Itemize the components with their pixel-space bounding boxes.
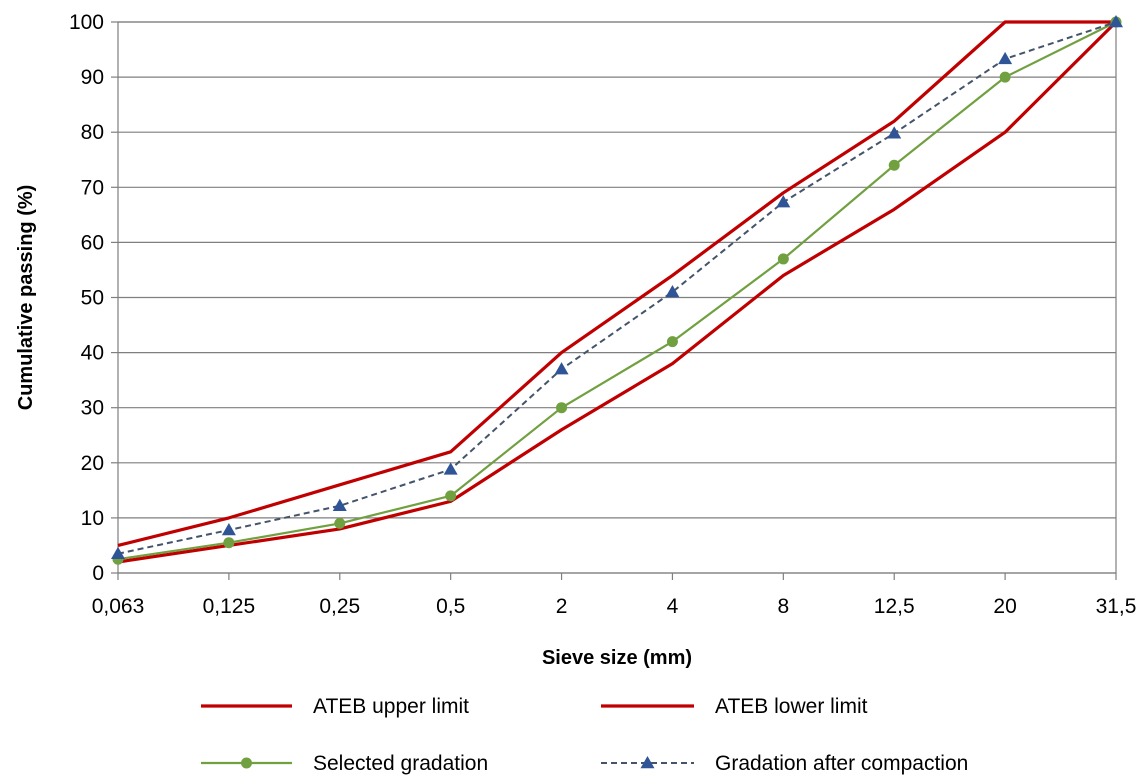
data-point-selected-gradation (666, 336, 678, 348)
y-axis-title: Cumulative passing (%) (15, 185, 37, 411)
x-tick-label: 0,063 (92, 595, 145, 618)
data-point-selected-gradation (445, 490, 457, 502)
y-tick-label: 90 (81, 66, 104, 89)
legend-item-gradation-after-compaction: Gradation after compaction (601, 752, 968, 775)
x-axis-ticks: 0,063 0,125 0,25 0,5 2 4 8 12,5 20 31,5 (92, 573, 1137, 618)
x-tick-label: 12,5 (874, 595, 915, 618)
legend-label: Selected gradation (313, 752, 488, 775)
legend-item-selected-gradation: Selected gradation (201, 752, 488, 775)
x-tick-label: 2 (556, 595, 568, 618)
series-ateb-upper-limit (117, 20, 1116, 548)
legend-item-ateb-lower-limit: ATEB lower limit (601, 695, 868, 718)
series-line-ateb-upper-limit (117, 20, 1116, 548)
y-tick-label: 10 (81, 507, 104, 530)
legend-item-ateb-upper-limit: ATEB upper limit (201, 695, 469, 718)
series-line-selected-gradation (117, 21, 1117, 561)
data-point-gradation-after-compaction (998, 51, 1013, 65)
data-point-gradation-after-compaction (332, 498, 347, 512)
x-tick-label: 31,5 (1096, 595, 1137, 618)
data-point-selected-gradation (777, 253, 789, 265)
series-line-ateb-lower-limit (117, 20, 1118, 564)
x-tick-label: 4 (667, 595, 679, 618)
data-point-gradation-after-compaction (443, 462, 458, 475)
legend: ATEB upper limit ATEB lower limit Selected… (201, 695, 968, 775)
data-point-gradation-after-compaction (887, 126, 902, 139)
y-tick-label: 70 (81, 176, 104, 199)
series-ateb-lower-limit (117, 20, 1118, 564)
series-selected-gradation (112, 16, 1122, 565)
x-axis-title: Sieve size (mm) (542, 647, 692, 669)
series-layer (111, 15, 1123, 565)
y-tick-label: 0 (92, 562, 104, 585)
y-tick-label: 30 (81, 397, 104, 420)
y-tick-label: 80 (81, 121, 104, 144)
y-tick-label: 20 (81, 452, 104, 475)
series-line-gradation-after-compaction (117, 21, 1117, 555)
data-point-gradation-after-compaction (776, 195, 791, 208)
data-point-selected-gradation (888, 159, 900, 171)
y-axis-ticks: 0 10 20 30 40 50 60 70 80 90 100 (69, 11, 118, 585)
y-tick-label: 50 (81, 287, 104, 310)
x-tick-label: 0,25 (319, 595, 360, 618)
series-gradation-after-compaction (111, 15, 1123, 559)
data-point-selected-gradation (999, 71, 1011, 83)
y-tick-label: 60 (81, 231, 104, 254)
data-point-selected-gradation (223, 537, 235, 549)
legend-label: Gradation after compaction (715, 752, 968, 775)
data-point-gradation-after-compaction (111, 546, 125, 559)
x-tick-label: 0,125 (203, 595, 256, 618)
legend-swatch-marker (640, 756, 655, 769)
x-tick-label: 8 (777, 595, 789, 618)
data-point-gradation-after-compaction (554, 362, 569, 375)
legend-label: ATEB lower limit (715, 695, 868, 718)
data-point-gradation-after-compaction (1109, 15, 1123, 28)
y-tick-label: 100 (69, 11, 104, 34)
data-point-gradation-after-compaction (221, 523, 236, 536)
legend-label: ATEB upper limit (313, 695, 469, 718)
data-point-selected-gradation (334, 517, 346, 529)
legend-swatch-marker (241, 757, 252, 769)
data-point-gradation-after-compaction (665, 284, 680, 298)
x-tick-label: 20 (993, 595, 1016, 618)
y-tick-label: 40 (81, 342, 104, 365)
x-tick-label: 0,5 (436, 595, 465, 618)
data-point-selected-gradation (556, 402, 568, 414)
